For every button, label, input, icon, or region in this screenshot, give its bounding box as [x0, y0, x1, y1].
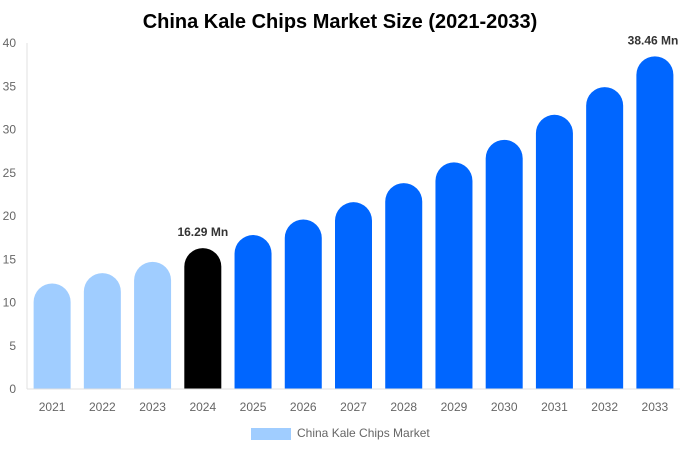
bar-2030 [485, 139, 523, 389]
x-tick-label: 2033 [642, 400, 669, 414]
x-tick-label: 2024 [189, 400, 216, 414]
y-tick-label: 10 [3, 296, 17, 310]
x-tick-label: 2021 [39, 400, 66, 414]
bar-2029 [435, 162, 473, 389]
x-tick-label: 2025 [240, 400, 267, 414]
legend-label: China Kale Chips Market [297, 426, 430, 440]
y-tick-label: 0 [9, 382, 16, 396]
bar-2033 [636, 56, 674, 390]
y-tick-label: 35 [3, 79, 17, 93]
data-label: 38.46 Mn [628, 33, 679, 47]
bar-2025 [234, 235, 272, 389]
bar-2021 [33, 283, 71, 389]
y-tick-label: 20 [3, 209, 17, 223]
bar-2031 [535, 114, 573, 389]
x-tick-label: 2029 [441, 400, 468, 414]
y-tick-label: 5 [9, 339, 16, 353]
bar-2026 [284, 219, 322, 389]
bar-2022 [83, 273, 121, 389]
bar-2028 [385, 183, 423, 389]
x-tick-label: 2031 [541, 400, 568, 414]
x-tick-label: 2026 [290, 400, 317, 414]
bar-2023 [134, 261, 172, 389]
chart-title: China Kale Chips Market Size (2021-2033) [143, 11, 538, 33]
y-tick-label: 25 [3, 166, 17, 180]
x-tick-label: 2022 [89, 400, 116, 414]
y-tick-label: 15 [3, 252, 17, 266]
bar-2032 [586, 87, 624, 390]
bar-2024 [184, 248, 222, 389]
x-tick-label: 2023 [139, 400, 166, 414]
bar-2027 [335, 202, 372, 389]
legend: China Kale Chips Market [251, 426, 430, 440]
data-label: 16.29 Mn [177, 225, 228, 239]
y-tick-label: 40 [3, 36, 17, 50]
x-tick-label: 2032 [591, 400, 618, 414]
x-tick-label: 2028 [390, 400, 417, 414]
y-tick-label: 30 [3, 123, 17, 137]
x-tick-label: 2030 [491, 400, 518, 414]
x-tick-label: 2027 [340, 400, 367, 414]
legend-swatch [251, 428, 291, 440]
